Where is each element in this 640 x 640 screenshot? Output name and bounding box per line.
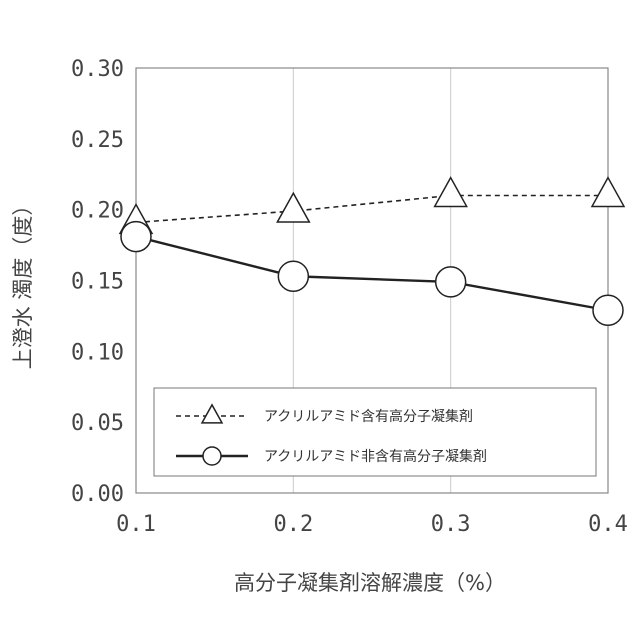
series-2-point [278, 261, 308, 291]
x-tick-label: 0.1 [116, 512, 156, 537]
y-axis-label: 上澄水 濁度（度） [11, 195, 35, 370]
y-tick-label: 0.15 [71, 270, 124, 295]
legend-label-2: アクリルアミド非含有高分子凝集剤 [264, 448, 487, 465]
y-tick-label: 0.10 [71, 340, 124, 365]
y-tick-label: 0.05 [71, 411, 124, 436]
y-tick-label: 0.25 [71, 128, 124, 153]
legend: アクリルアミド含有高分子凝集剤アクリルアミド非含有高分子凝集剤 [154, 388, 596, 476]
y-tick-label: 0.00 [71, 482, 124, 507]
y-tick-label: 0.20 [71, 199, 124, 224]
legend-marker-2 [203, 447, 221, 465]
legend-label-1: アクリルアミド含有高分子凝集剤 [264, 408, 473, 425]
x-tick-label: 0.2 [273, 512, 313, 537]
y-tick-label: 0.30 [71, 57, 124, 82]
series-2-point [121, 222, 151, 252]
x-axis-label: 高分子凝集剤溶解濃度（%） [234, 571, 506, 595]
series-2-point [436, 267, 466, 297]
x-tick-label: 0.3 [431, 512, 471, 537]
x-tick-label: 0.4 [588, 512, 628, 537]
series-2-point [593, 295, 623, 325]
